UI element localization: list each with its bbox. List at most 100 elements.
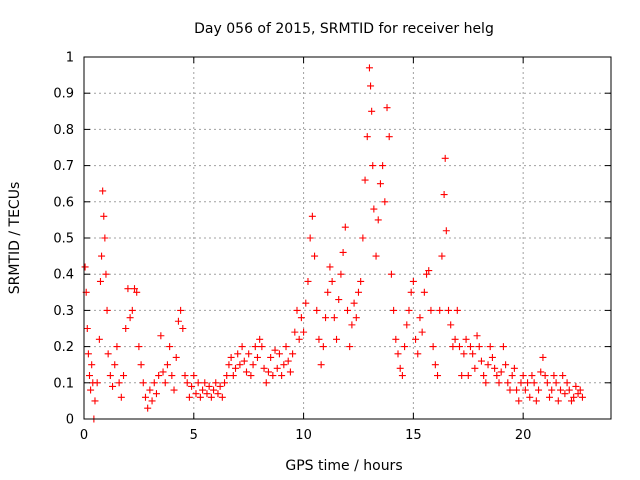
data-point — [451, 335, 459, 343]
data-point — [120, 372, 128, 380]
data-point — [81, 263, 89, 271]
y-axis-label: SRMTID / TECUs — [7, 182, 23, 295]
data-point — [462, 335, 470, 343]
data-point — [139, 379, 147, 387]
data-point — [207, 393, 215, 401]
data-point — [488, 353, 496, 361]
data-point — [258, 343, 266, 351]
data-point — [484, 361, 492, 369]
data-point — [541, 372, 549, 380]
data-point — [572, 382, 580, 390]
data-point — [409, 277, 417, 285]
data-point — [183, 379, 191, 387]
data-point — [280, 361, 288, 369]
data-point — [513, 386, 521, 394]
data-point — [253, 353, 261, 361]
data-point — [223, 372, 231, 380]
data-point — [365, 64, 373, 72]
data-point — [273, 364, 281, 372]
data-point — [528, 372, 536, 380]
data-point — [306, 234, 314, 242]
data-point — [172, 353, 180, 361]
data-point — [161, 379, 169, 387]
data-point — [372, 252, 380, 260]
data-point — [367, 82, 375, 90]
data-point — [576, 386, 584, 394]
data-point — [256, 335, 264, 343]
data-point — [532, 397, 540, 405]
data-point — [210, 386, 218, 394]
data-point — [194, 379, 202, 387]
x-tick-label: 10 — [295, 428, 312, 443]
data-point — [363, 133, 371, 141]
data-point — [322, 314, 330, 322]
data-point — [556, 386, 564, 394]
data-point — [519, 372, 527, 380]
data-point — [313, 306, 321, 314]
plot-frame — [83, 56, 612, 420]
data-point — [245, 350, 253, 358]
data-point — [319, 343, 327, 351]
data-point — [199, 386, 207, 394]
data-point — [216, 382, 224, 390]
data-point — [109, 382, 117, 390]
data-point — [201, 379, 209, 387]
data-point — [436, 306, 444, 314]
data-point — [477, 357, 485, 365]
data-point — [168, 372, 176, 380]
data-point — [438, 252, 446, 260]
data-point — [548, 386, 556, 394]
data-point — [502, 361, 510, 369]
data-point — [232, 364, 240, 372]
data-point — [473, 332, 481, 340]
data-point — [242, 368, 250, 376]
data-point — [179, 325, 187, 332]
data-point — [359, 234, 367, 242]
data-point — [578, 393, 586, 401]
data-point — [251, 343, 259, 351]
data-point — [152, 390, 160, 398]
data-point — [429, 343, 437, 351]
data-point — [464, 372, 472, 380]
data-point — [326, 263, 334, 271]
data-point — [434, 372, 442, 380]
data-point — [124, 285, 132, 293]
data-point — [192, 390, 200, 398]
data-point — [308, 212, 316, 220]
data-point — [333, 335, 341, 343]
y-tick-label: 0.4 — [53, 268, 74, 283]
data-point — [379, 162, 387, 170]
y-tick-label: 0.6 — [53, 195, 74, 210]
data-point — [495, 379, 503, 387]
data-point — [96, 277, 104, 285]
data-point — [480, 372, 488, 380]
data-point — [166, 343, 174, 351]
data-point — [524, 379, 532, 387]
data-point — [563, 379, 571, 387]
data-point — [539, 353, 547, 361]
data-point — [317, 361, 325, 369]
grid-layer — [84, 57, 611, 419]
data-point — [460, 350, 468, 358]
data-point — [396, 364, 404, 372]
data-point — [385, 133, 393, 141]
data-point — [315, 335, 323, 343]
data-point — [247, 372, 255, 380]
data-point — [486, 343, 494, 351]
data-point — [517, 379, 525, 387]
data-point — [491, 364, 499, 372]
data-point — [300, 328, 308, 336]
data-point — [453, 306, 461, 314]
data-point — [370, 205, 378, 213]
data-point — [354, 288, 362, 296]
data-point — [260, 364, 268, 372]
data-point — [330, 314, 338, 322]
data-point — [357, 277, 365, 285]
data-point — [554, 397, 562, 405]
data-point — [98, 252, 106, 260]
data-point — [526, 393, 534, 401]
data-point — [341, 223, 349, 231]
x-tick-label: 15 — [405, 428, 422, 443]
data-point — [282, 343, 290, 351]
data-point — [295, 335, 303, 343]
